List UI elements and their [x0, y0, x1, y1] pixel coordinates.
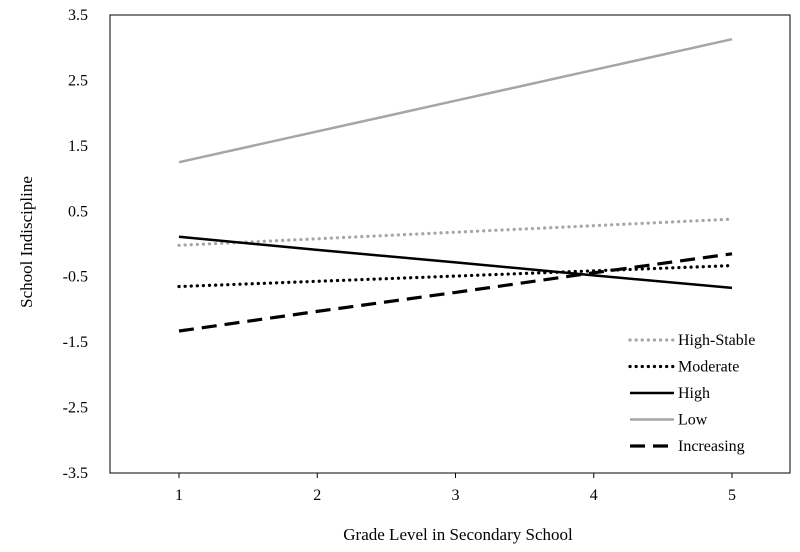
- legend-label-high: High: [678, 385, 710, 402]
- y-tick-label: 0.5: [68, 203, 88, 220]
- y-axis-title: School Indiscipline: [17, 176, 36, 308]
- y-axis-ticks: 3.5 2.5 1.5 0.5 -0.5 -1.5 -2.5 -3.5: [63, 7, 88, 482]
- series-line-high-stable: [177, 217, 734, 247]
- y-tick-label: 2.5: [68, 72, 88, 89]
- plot-border: [109, 14, 791, 474]
- x-tick-label: 1: [175, 487, 183, 504]
- series-line-low: [178, 37, 733, 164]
- y-tick-label: 3.5: [68, 7, 88, 24]
- x-tick-label: 3: [452, 487, 460, 504]
- legend-label-increasing: Increasing: [678, 438, 745, 455]
- x-tick-label: 2: [313, 487, 321, 504]
- legend-label-moderate: Moderate: [678, 359, 739, 376]
- x-axis-title: Grade Level in Secondary School: [343, 525, 573, 544]
- series-line-moderate: [177, 263, 734, 289]
- y-tick-label: 1.5: [68, 138, 88, 155]
- plot-frame: [109, 14, 791, 474]
- x-axis-ticks: 1 2 3 4 5: [175, 473, 736, 504]
- legend-label-high-stable: High-Stable: [678, 332, 755, 349]
- x-tick-label: 4: [590, 487, 598, 504]
- series-line-high: [178, 235, 733, 290]
- series-lines: [177, 37, 734, 333]
- y-tick-label: -0.5: [63, 269, 88, 286]
- y-tick-label: -2.5: [63, 400, 88, 417]
- legend-label-low: Low: [678, 412, 708, 429]
- x-tick-label: 5: [728, 487, 736, 504]
- y-tick-label: -3.5: [63, 465, 88, 482]
- series-line-increasing: [178, 252, 733, 333]
- legend: High-Stable Moderate High Low Increasing: [628, 332, 755, 455]
- y-tick-label: -1.5: [63, 334, 88, 351]
